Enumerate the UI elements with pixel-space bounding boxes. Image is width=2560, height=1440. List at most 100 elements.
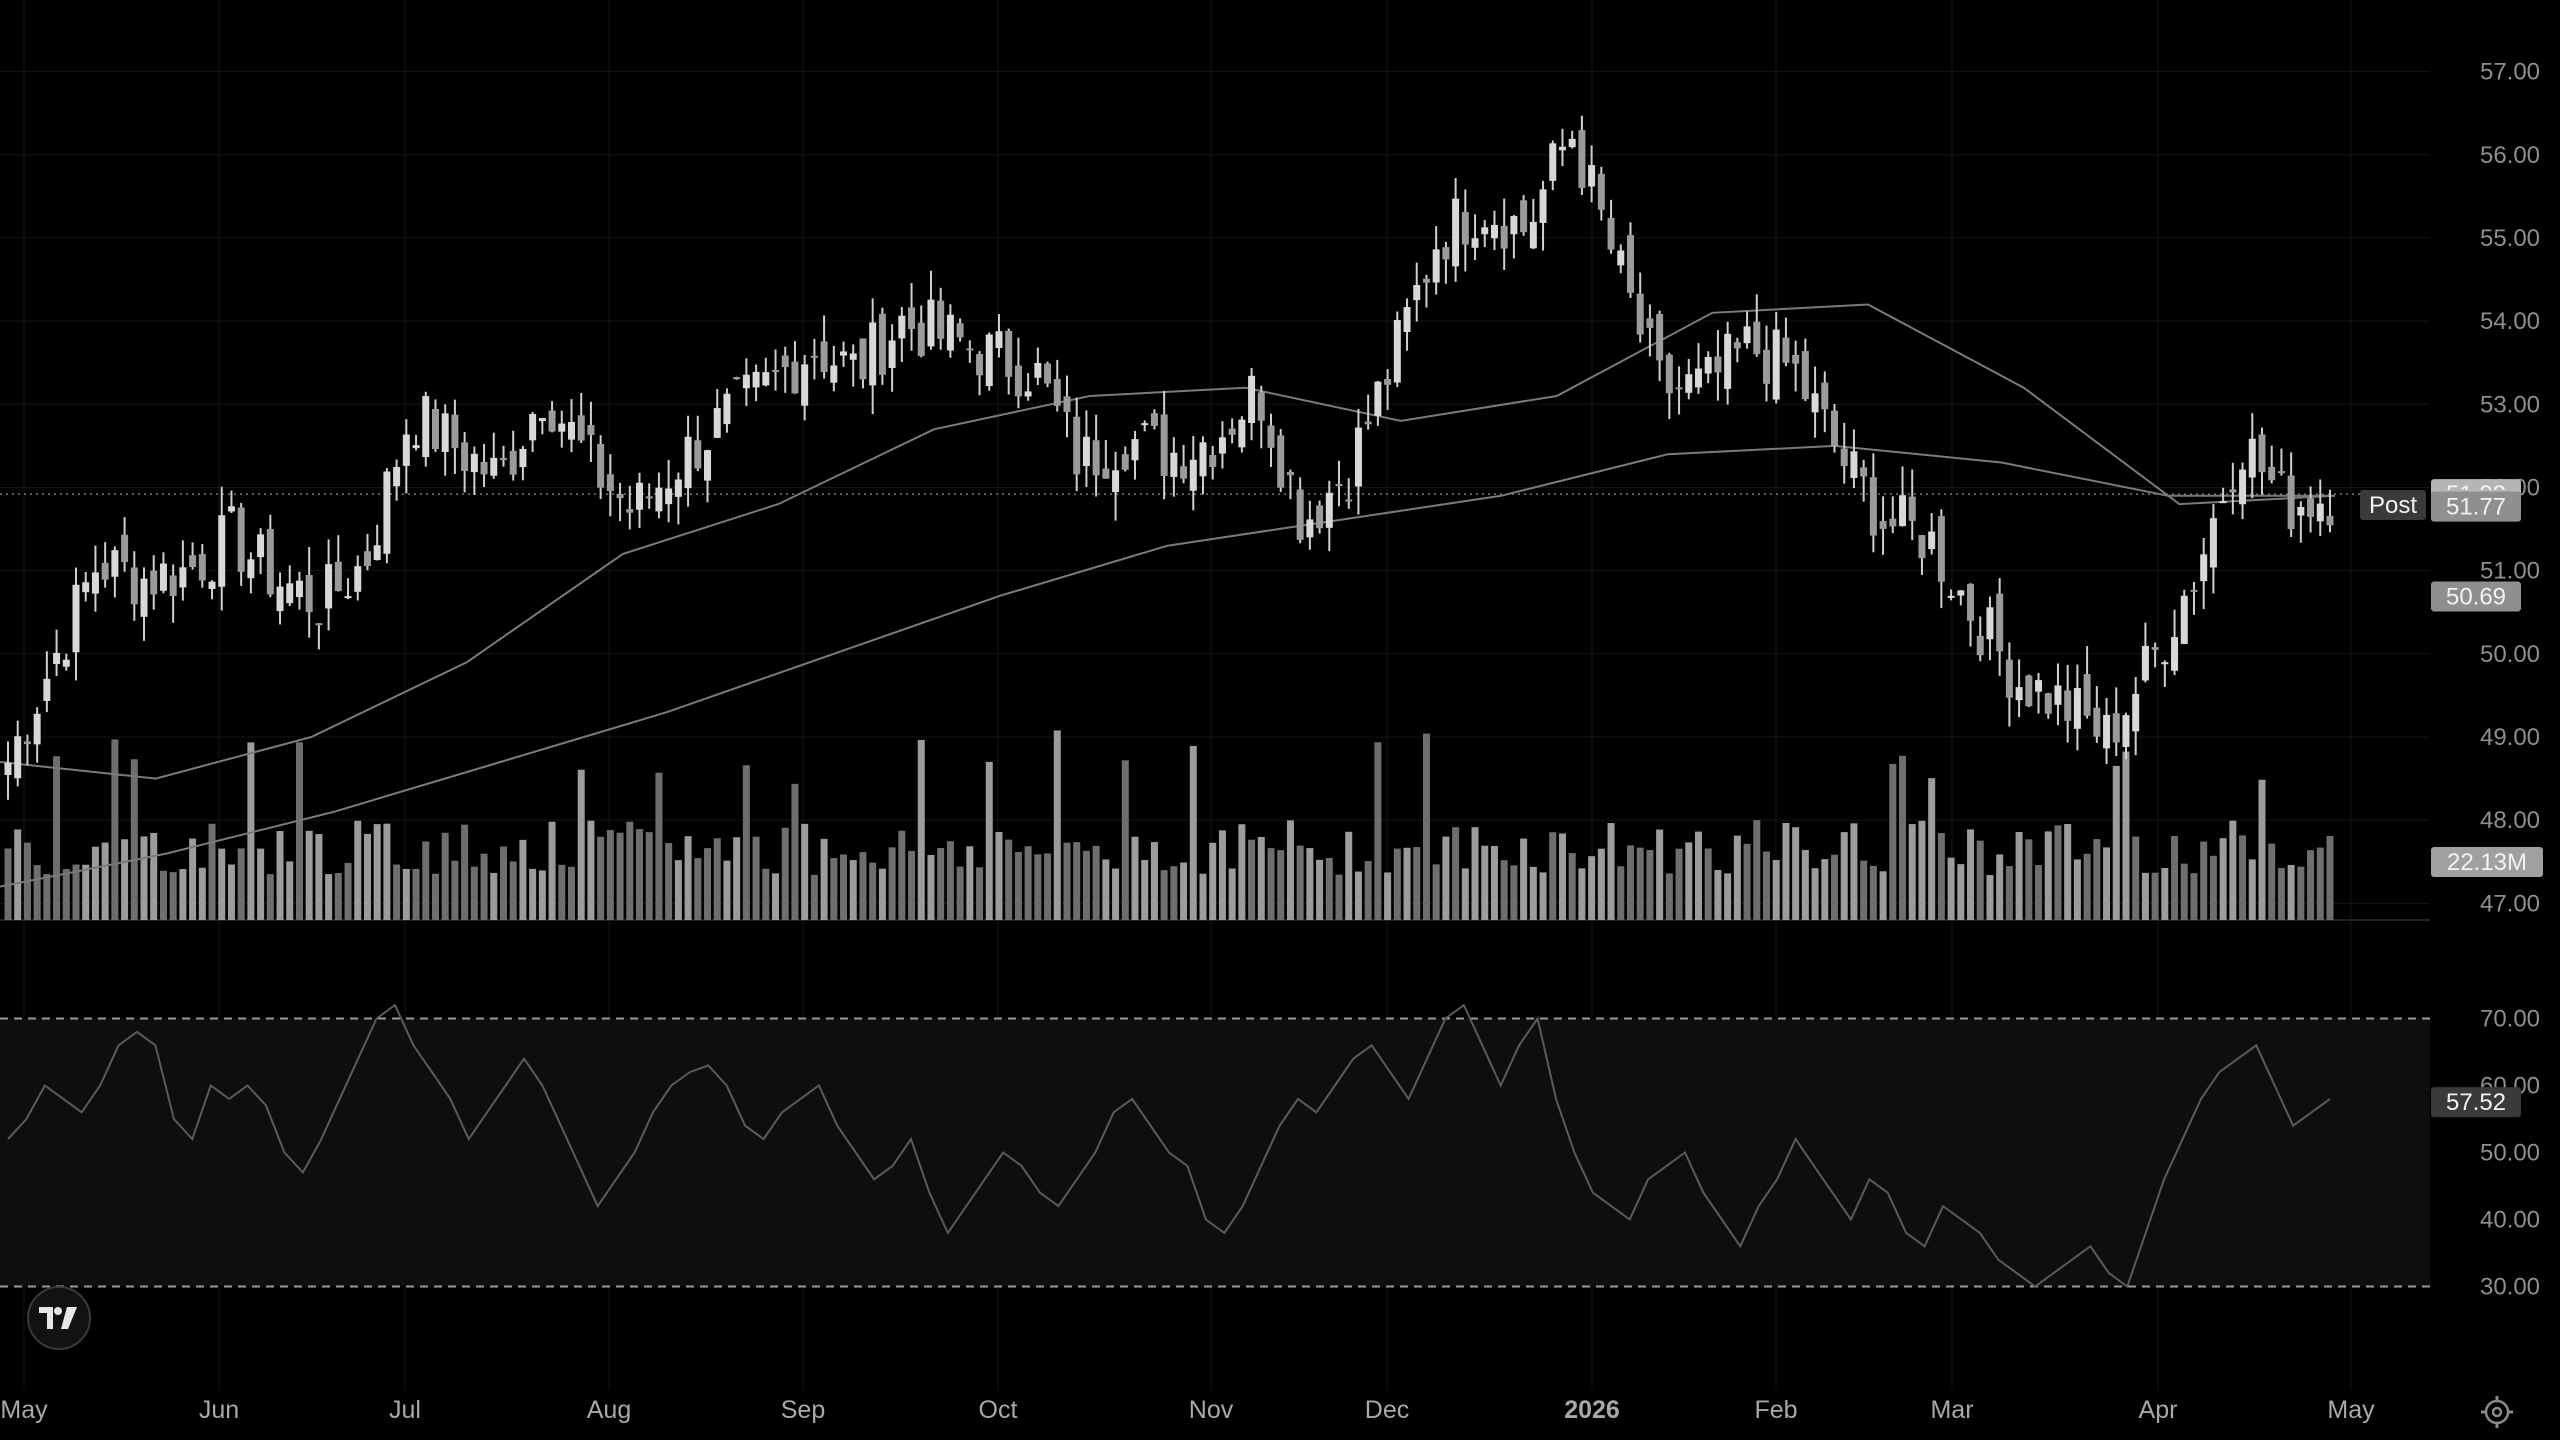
candle-body	[1899, 495, 1907, 527]
candle-body	[509, 450, 517, 475]
volume-bar	[2073, 859, 2081, 920]
volume-bar	[937, 848, 945, 920]
candle-body	[2219, 501, 2227, 504]
candle-body	[1879, 521, 1887, 529]
candle-body	[1325, 492, 1333, 528]
price-tag-bg	[2431, 847, 2543, 877]
candle-body	[1714, 356, 1722, 373]
candle-body	[266, 529, 274, 595]
volume-bar	[1714, 870, 1722, 920]
candle-body	[2307, 498, 2315, 517]
volume-bar	[772, 873, 780, 920]
volume-bar	[1131, 836, 1139, 920]
candle-body	[4, 762, 12, 776]
candle-body	[1588, 165, 1596, 187]
candle-body	[1296, 489, 1304, 540]
candle-body	[431, 408, 439, 450]
candle-body	[577, 415, 585, 441]
candle-body	[159, 563, 167, 591]
candle-body	[606, 474, 614, 492]
moving-averages	[0, 303, 2336, 888]
post-chip-bg	[2360, 489, 2426, 520]
candle-body	[2190, 589, 2198, 592]
candle-body	[937, 300, 945, 339]
volume-bar	[1248, 839, 1256, 920]
tradingview-logo-icon[interactable]	[27, 1286, 91, 1350]
volume-bar	[2044, 831, 2052, 920]
candle-body	[1782, 337, 1790, 363]
volume-bar	[1384, 872, 1392, 920]
volume-bar	[451, 860, 459, 920]
candle-body	[2151, 647, 2159, 650]
volume-bar	[781, 827, 789, 920]
volume-bar	[1238, 824, 1246, 920]
volume-bar	[1840, 832, 1848, 920]
candle-body	[2064, 690, 2072, 721]
volume-bar	[577, 769, 585, 920]
volume-bar	[1889, 763, 1897, 920]
volume-bar	[1199, 873, 1207, 920]
volume-bar	[1160, 870, 1168, 920]
candle-body	[713, 408, 721, 438]
moving-average-line	[0, 444, 2335, 888]
candle-body	[2132, 693, 2140, 732]
candle-body	[1831, 410, 1839, 447]
price-tick-label: 57.00	[2480, 59, 2540, 86]
candle-body	[2025, 675, 2033, 707]
volume-bar	[2035, 865, 2043, 920]
candle-body	[1976, 635, 1984, 656]
candle-body	[1403, 307, 1411, 332]
candle-body	[2005, 659, 2013, 698]
candle-body	[1335, 484, 1343, 487]
volume-bar	[1073, 842, 1081, 920]
candle-body	[587, 425, 595, 435]
candle-body	[315, 623, 323, 626]
volume-bar	[1403, 847, 1411, 920]
candle-body	[1286, 471, 1294, 476]
candle-body	[1500, 225, 1508, 249]
volume-bar	[2277, 867, 2285, 920]
candle-body	[810, 355, 818, 358]
volume-bar	[266, 874, 274, 920]
candle-body	[1316, 505, 1324, 529]
volume-bar	[1976, 840, 1984, 920]
volume-bar	[1792, 827, 1800, 920]
candle-body	[1422, 278, 1430, 283]
volume-bar	[2180, 863, 2188, 920]
volume-bar	[1335, 874, 1343, 920]
candle-body	[402, 434, 410, 466]
volume-bar	[150, 832, 158, 920]
candle-body	[2287, 475, 2295, 530]
moving-average-line	[0, 303, 2336, 780]
volume-bar	[1685, 842, 1693, 920]
candle-body	[1102, 468, 1110, 479]
candle-body	[23, 741, 31, 745]
price-tick-label: 53.00	[2480, 391, 2540, 418]
volume-bar	[1646, 849, 1654, 920]
volume-bar	[257, 848, 265, 920]
candle-body	[704, 450, 712, 481]
price-tick-label: 54.00	[2480, 308, 2540, 335]
candle-body	[257, 534, 265, 558]
candle-body	[1694, 368, 1702, 388]
candle-body	[1490, 224, 1498, 239]
candle-body	[1801, 351, 1809, 400]
candle-body	[616, 493, 624, 499]
rsi-value-tag-bg	[2431, 1087, 2521, 1118]
time-tick-label: Aug	[587, 1396, 631, 1424]
price-tick-label: 49.00	[2480, 724, 2540, 751]
volume-bar	[490, 872, 498, 920]
candle-body	[130, 567, 138, 605]
candle-body	[2073, 688, 2081, 729]
settings-gear-icon[interactable]	[2477, 1392, 2517, 1432]
volume-bar	[1189, 745, 1197, 920]
volume-bar	[325, 874, 333, 920]
candle-body	[1656, 314, 1664, 361]
candle-body	[470, 453, 478, 473]
candle-body	[1967, 583, 1975, 621]
rsi-tick-label: 70.00	[2480, 1006, 2540, 1033]
rsi-line	[7, 1003, 2331, 1289]
volume-bar	[1471, 827, 1479, 920]
candle-body	[1413, 285, 1421, 301]
